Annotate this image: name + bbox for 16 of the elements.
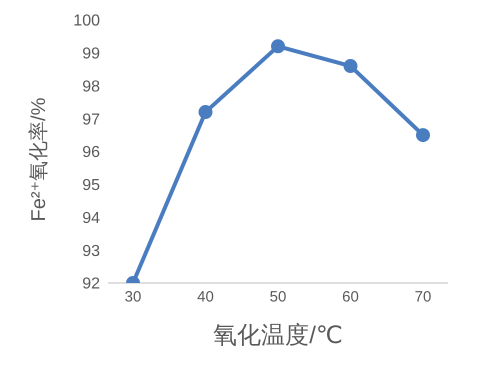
- y-tick-label: 93: [82, 242, 100, 260]
- x-tick-label: 60: [342, 288, 359, 306]
- y-tick-label: 98: [82, 78, 100, 96]
- y-tick-label: 99: [82, 46, 100, 63]
- y-tick-label: 100: [73, 12, 100, 30]
- x-axis-title: 氧化温度/℃: [213, 322, 343, 349]
- x-tick-label: 70: [414, 288, 432, 306]
- x-tick-label: 40: [197, 288, 214, 306]
- y-axis-title: Fe²⁺氧化率/%: [28, 97, 50, 222]
- x-tick-label: 30: [124, 288, 142, 306]
- y-tick-label: 94: [82, 210, 100, 227]
- x-tick-label: 50: [270, 288, 286, 306]
- y-tick-label: 92: [82, 276, 100, 293]
- y-tick-label: 97: [82, 111, 100, 128]
- y-tick-label: 95: [82, 177, 100, 194]
- y-tick-label: 96: [82, 144, 100, 162]
